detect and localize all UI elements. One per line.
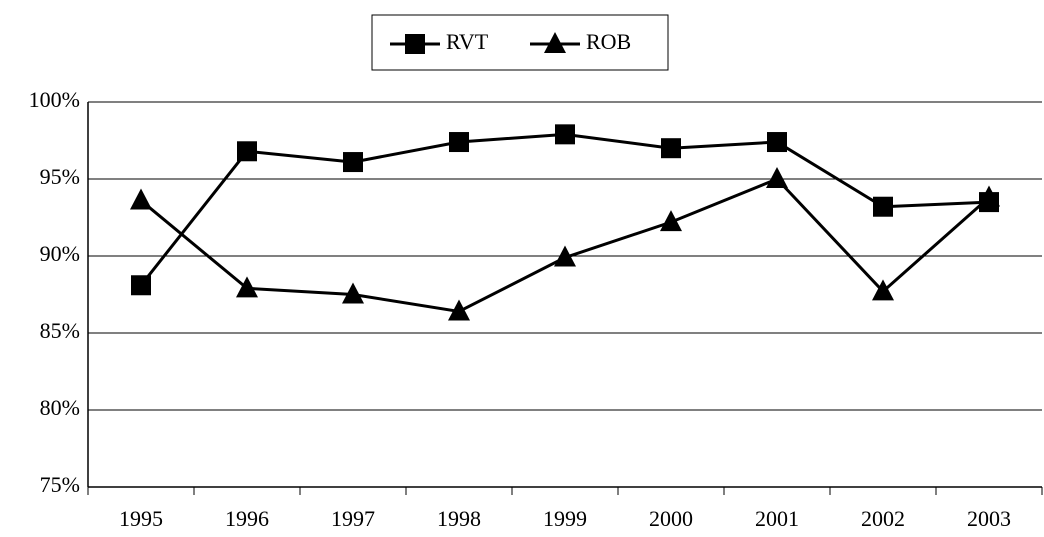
marker xyxy=(236,276,258,298)
x-tick-label: 2001 xyxy=(755,506,799,531)
x-tick-label: 2002 xyxy=(861,506,905,531)
marker xyxy=(766,167,788,188)
y-tick-label: 75% xyxy=(40,472,80,497)
x-tick-label: 2003 xyxy=(967,506,1011,531)
y-tick-label: 90% xyxy=(40,241,80,266)
marker xyxy=(405,34,425,54)
marker xyxy=(978,185,1000,207)
marker xyxy=(767,132,787,153)
marker xyxy=(448,299,470,321)
marker xyxy=(343,152,363,173)
marker xyxy=(660,210,682,232)
x-tick-label: 1998 xyxy=(437,506,481,531)
y-tick-label: 100% xyxy=(29,87,80,112)
marker xyxy=(555,124,575,145)
x-tick-label: 2000 xyxy=(649,506,693,531)
marker xyxy=(131,275,151,296)
y-tick-label: 95% xyxy=(40,164,80,189)
marker xyxy=(449,132,469,153)
marker xyxy=(130,188,152,210)
marker xyxy=(554,245,576,267)
x-tick-label: 1997 xyxy=(331,506,375,531)
x-tick-label: 1995 xyxy=(119,506,163,531)
marker xyxy=(544,32,566,53)
marker xyxy=(342,282,364,304)
marker xyxy=(237,141,257,162)
marker xyxy=(873,196,893,217)
legend-label: RVT xyxy=(446,29,489,54)
series-line xyxy=(140,177,990,313)
marker xyxy=(872,279,894,301)
marker xyxy=(661,138,681,159)
legend-label: ROB xyxy=(586,29,631,54)
x-tick-label: 1996 xyxy=(225,506,269,531)
x-tick-label: 1999 xyxy=(543,506,587,531)
y-tick-label: 85% xyxy=(40,318,80,343)
y-tick-label: 80% xyxy=(40,395,80,420)
